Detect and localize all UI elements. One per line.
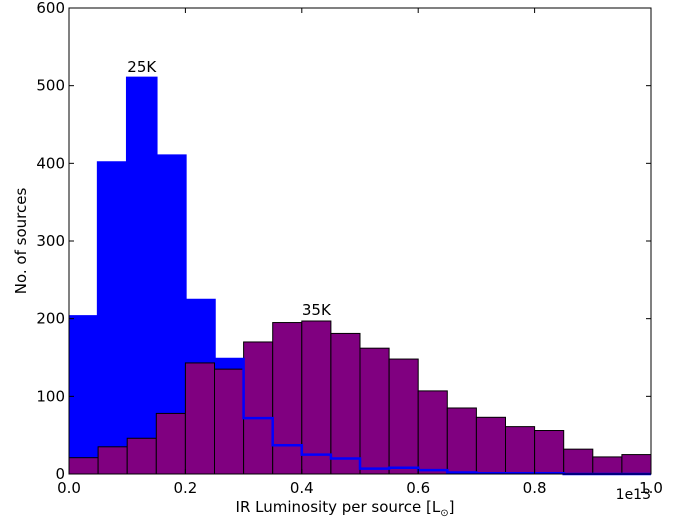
y-tick-label-2: 200 [36, 310, 65, 328]
y-tick-label-3: 300 [36, 232, 65, 250]
series-35k-bars [68, 320, 652, 475]
y-tick-label-5: 500 [36, 77, 65, 95]
bar-25k-1 [97, 162, 128, 475]
bar-35k-4 [184, 362, 215, 475]
bar-25k-0 [68, 315, 99, 475]
x-axis-label-main: IR Luminosity per source [L [236, 498, 441, 516]
x-tick-label-0: 0.0 [57, 479, 81, 497]
bar-35k-2 [126, 437, 157, 475]
y-tick-label-1: 100 [36, 387, 65, 405]
bar-35k-15 [505, 426, 536, 475]
bar-35k-6 [243, 341, 274, 475]
x-tick-label-4: 0.8 [523, 479, 547, 497]
bar-35k-0 [68, 457, 99, 475]
bar-annotations: 25K 35K [127, 58, 332, 319]
x-tick-label-1: 0.2 [173, 479, 197, 497]
x-tick-label-2: 0.4 [290, 479, 314, 497]
bar-35k-12 [417, 390, 448, 475]
x-tick-label-3: 0.6 [406, 479, 430, 497]
x-tick-label-5: 1.0 [639, 479, 663, 497]
x-axis-label: IR Luminosity per source [L⊙] [236, 498, 455, 518]
bar-35k-16 [534, 430, 565, 475]
bar-25k-2 [126, 77, 157, 475]
bar-35k-5 [214, 368, 245, 475]
y-axis-label: No. of sources [12, 188, 30, 295]
bar-35k-1 [97, 446, 128, 475]
x-axis-ticks: 0.0 0.2 0.4 0.6 0.8 1.0 [57, 8, 663, 497]
series-25k-step-outline [69, 76, 651, 476]
y-axis-ticks: 0 100 200 300 400 500 600 [36, 0, 651, 483]
bar-35k-3 [155, 412, 186, 475]
x-axis-label-suffix: ] [449, 498, 455, 516]
bar-35k-7 [272, 322, 303, 475]
bar-35k-8 [301, 320, 332, 475]
x-axis-label-subscript: ⊙ [440, 508, 448, 518]
bar-35k-10 [359, 347, 390, 475]
bar-35k-14 [475, 416, 506, 475]
annotation-35k: 35K [302, 301, 332, 319]
bar-35k-18 [592, 456, 623, 475]
y-tick-label-4: 400 [36, 154, 65, 172]
annotation-25k: 25K [127, 58, 157, 76]
bar-35k-13 [446, 407, 477, 475]
y-tick-label-0: 0 [55, 465, 65, 483]
bar-35k-19 [621, 454, 652, 475]
bar-35k-9 [330, 332, 361, 475]
bar-35k-17 [563, 448, 594, 475]
bar-35k-11 [388, 358, 419, 475]
x-axis-offset-text: 1e13 [616, 487, 651, 503]
y-tick-label-6: 600 [36, 0, 65, 17]
